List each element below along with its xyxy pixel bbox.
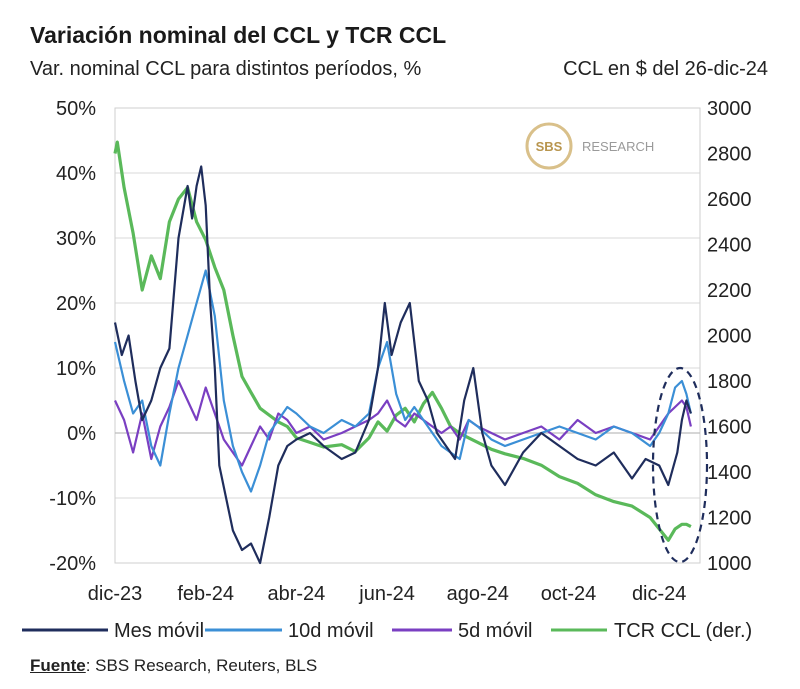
sbs-logo: SBS RESEARCH	[525, 122, 654, 170]
source-note: Fuente: SBS Research, Reuters, BLS	[30, 656, 317, 676]
y-left-tick-label: 20%	[56, 293, 96, 315]
x-tick-label: ago-24	[447, 583, 509, 605]
y-right-tick-label: 2200	[707, 280, 752, 302]
source-text: : SBS Research, Reuters, BLS	[85, 656, 318, 675]
x-tick-label: jun-24	[358, 583, 415, 605]
legend: Mes móvil 10d móvil 5d móvil TCR CCL (de…	[22, 620, 752, 642]
series-line-d10	[113, 269, 692, 493]
y-left-tick-label: 40%	[56, 163, 96, 185]
legend-5d-label: 5d móvil	[458, 620, 532, 642]
legend-tcr-label: TCR CCL (der.)	[614, 620, 752, 642]
logo-text: SBS	[536, 139, 563, 154]
y-left-tick-label: 30%	[56, 228, 96, 250]
left-axis: -20% -10% 0% 10% 20% 30% 40% 50%	[49, 98, 96, 575]
series-line-tcr	[113, 140, 692, 542]
y-right-tick-label: 1000	[707, 553, 752, 575]
y-left-tick-label: 0%	[67, 423, 96, 445]
y-right-tick-label: 1800	[707, 371, 752, 393]
chart-title: Variación nominal del CCL y TCR CCL	[30, 22, 447, 48]
x-tick-label: feb-24	[177, 583, 234, 605]
logo-research-text: RESEARCH	[582, 139, 654, 154]
y-left-tick-label: -20%	[49, 553, 96, 575]
source-label: Fuente	[30, 656, 86, 675]
y-left-tick-label: 50%	[56, 98, 96, 120]
x-axis: dic-23 feb-24 abr-24 jun-24 ago-24 oct-24 dic-…	[88, 583, 687, 605]
series-layer	[113, 140, 692, 565]
y-left-tick-label: -10%	[49, 488, 96, 510]
series-line-d5	[114, 379, 692, 467]
series-line-mes	[113, 165, 692, 565]
x-tick-label: dic-24	[632, 583, 686, 605]
left-axis-caption: Var. nominal CCL para distintos períodos…	[30, 58, 422, 80]
y-left-tick-label: 10%	[56, 358, 96, 380]
y-right-tick-label: 1400	[707, 462, 752, 484]
y-right-tick-label: 3000	[707, 98, 752, 120]
right-axis: 1000 1200 1400 1600 1800 2000 2200 2400 2600 2800…	[707, 98, 752, 575]
legend-10d-label: 10d móvil	[288, 620, 374, 642]
y-right-tick-label: 2400	[707, 235, 752, 257]
y-right-tick-label: 2800	[707, 144, 752, 166]
x-tick-label: abr-24	[267, 583, 325, 605]
y-right-tick-label: 1600	[707, 417, 752, 439]
legend-mes-label: Mes móvil	[114, 620, 204, 642]
x-tick-label: oct-24	[541, 583, 597, 605]
plot-frame	[114, 107, 701, 564]
highlight-ellipse	[651, 366, 709, 564]
y-right-tick-label: 2000	[707, 326, 752, 348]
y-right-tick-label: 1200	[707, 508, 752, 530]
x-tick-label: dic-23	[88, 583, 142, 605]
right-axis-caption: CCL en $ del 26-dic-24	[563, 58, 768, 80]
y-right-tick-label: 2600	[707, 189, 752, 211]
logo-ring	[525, 122, 573, 170]
